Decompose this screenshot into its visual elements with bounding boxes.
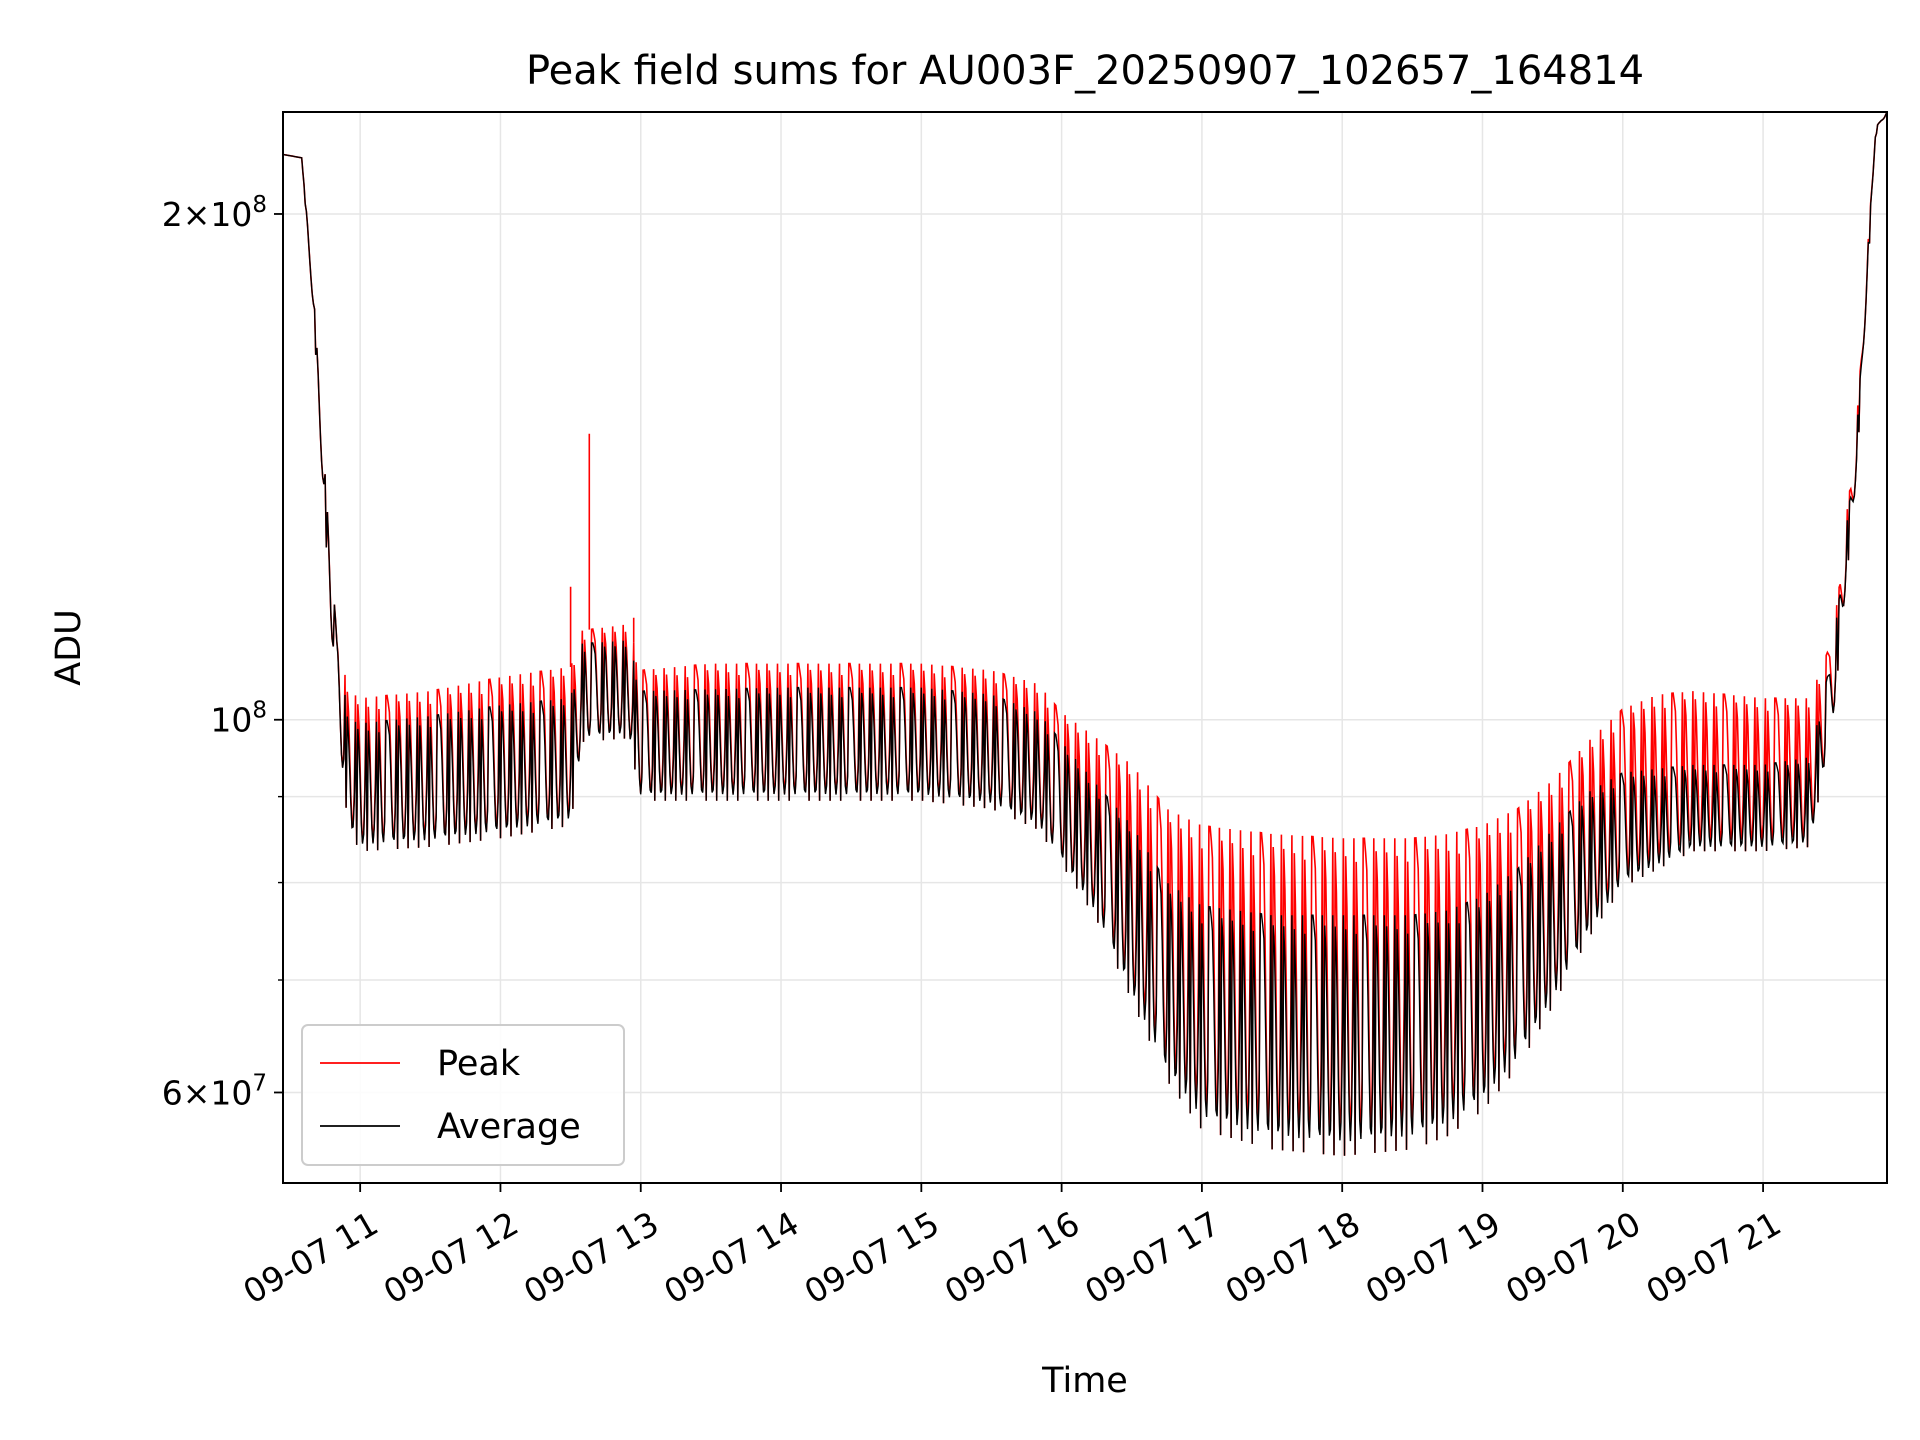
legend-label: Average <box>437 1107 581 1147</box>
series-line-average <box>283 112 1887 1156</box>
axes-frame <box>282 111 1888 1184</box>
grid <box>283 112 1887 1183</box>
series-spikes-peak <box>569 433 635 667</box>
y-axis-label: ADU <box>49 609 89 686</box>
y-tick-label: 2×108 <box>162 192 267 234</box>
chart-title: Peak field sums for AU003F_20250907_1026… <box>526 48 1644 94</box>
legend-label: Peak <box>437 1044 521 1084</box>
y-tick-label: 6×107 <box>162 1070 267 1112</box>
legend-box <box>301 1024 625 1166</box>
y-tick-label: 108 <box>210 698 267 740</box>
x-axis-label: Time <box>1041 1361 1128 1401</box>
plot-area <box>283 112 1887 1156</box>
legend: Peak Average <box>301 1024 625 1166</box>
